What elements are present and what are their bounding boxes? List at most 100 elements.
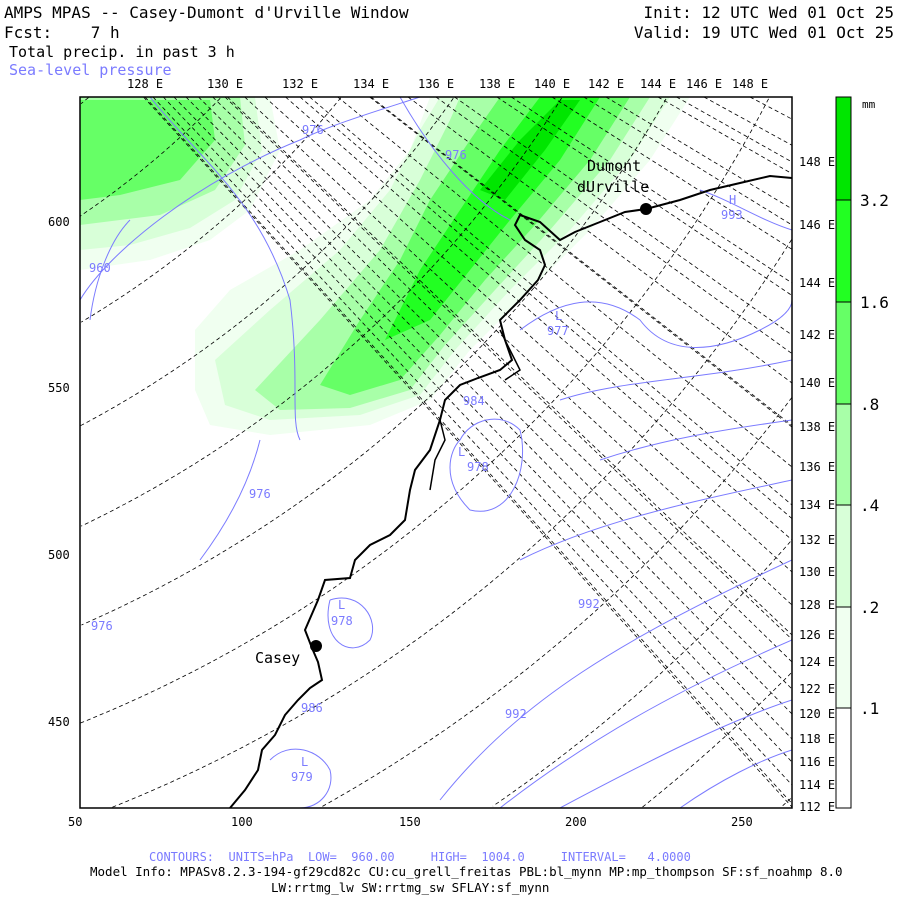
right-lon-label: 134 E (799, 498, 836, 512)
right-lon-label: 142 E (799, 328, 836, 342)
x-tick-label: 200 (565, 815, 587, 829)
coastline (229, 174, 792, 808)
y-tick-label: 550 (48, 381, 70, 395)
field-label-slp: Sea-level pressure (9, 61, 172, 79)
chart-title: AMPS MPAS -- Casey-Dumont d'Urville Wind… (4, 3, 409, 22)
meridian-line (285, 97, 792, 541)
right-lon-label: 128 E (799, 598, 836, 612)
right-lon-label: 124 E (799, 655, 836, 669)
low-marker: L (555, 309, 563, 323)
right-lon-label: 136 E (799, 460, 836, 474)
right-lon-label: 148 E (799, 155, 836, 169)
meridian-line (224, 97, 792, 640)
x-tick-label: 50 (68, 815, 83, 829)
latitude-circle (80, 97, 89, 105)
meridian-line (144, 97, 792, 804)
meridian-line (454, 97, 792, 336)
colorbar-label: .4 (860, 496, 880, 515)
top-lon-label: 138 E (479, 77, 516, 91)
latitude-circle (81, 98, 667, 626)
contour-label: 978 (331, 614, 353, 628)
meridian-line (496, 97, 792, 296)
latlon-grid (80, 97, 792, 808)
meridian-line (676, 97, 792, 163)
meridian-line (370, 97, 792, 426)
meridian-line (407, 97, 792, 384)
top-lon-label: 128 E (127, 77, 164, 91)
y-tick-label: 500 (48, 548, 70, 562)
meridian-line (299, 97, 792, 519)
meridian-line (227, 97, 792, 636)
contour-label: 984 (463, 394, 485, 408)
right-lon-label: 116 E (799, 755, 836, 769)
precip-shading (80, 97, 690, 435)
right-lon-label: 144 E (799, 276, 836, 290)
top-lon-label: 130 E (207, 77, 244, 91)
init-time: Init: 12 UTC Wed 01 Oct 25 (643, 3, 894, 22)
meridian-line (511, 97, 792, 284)
right-lon-label: 146 E (799, 218, 836, 232)
right-lon-label: 120 E (799, 707, 836, 721)
meridian-line (264, 97, 792, 573)
top-lon-label: 142 E (588, 77, 625, 91)
valid-time: Valid: 19 UTC Wed 01 Oct 25 (633, 23, 894, 42)
contour-label: 986 (301, 701, 323, 715)
contour-label: 976 (91, 619, 113, 633)
low-marker: L (458, 445, 466, 459)
meridian-line (309, 97, 792, 506)
x-tick-label: 150 (399, 815, 421, 829)
colorbar-label: 1.6 (860, 293, 889, 312)
dumont-station-marker (640, 203, 652, 215)
right-lon-label: 122 E (799, 682, 836, 696)
right-lon-label: 112 E (799, 800, 836, 814)
meridian-line (143, 97, 792, 808)
map-frame (79, 96, 793, 809)
latitude-circle (641, 672, 792, 808)
contour-label: 978 (467, 460, 489, 474)
meridian-line (212, 97, 792, 663)
meridian-line (369, 97, 792, 428)
low-marker: L (338, 598, 346, 612)
meridian-line (551, 97, 792, 250)
field-label-precip: Total precip. in past 3 h (9, 43, 235, 61)
meridian-line (152, 97, 792, 786)
y-tick-label: 450 (48, 715, 70, 729)
x-tick-label: 250 (731, 815, 753, 829)
top-lon-label: 148 E (732, 77, 769, 91)
colorbar (835, 96, 852, 809)
casey-station-marker (310, 640, 322, 652)
meridian-line (583, 97, 792, 226)
contour-label: 993 (721, 208, 743, 222)
meridian-line (749, 97, 792, 120)
colorbar-unit: mm (862, 98, 876, 111)
contour-label: 976 (445, 148, 467, 162)
contour-label: 992 (505, 707, 527, 721)
latitude-circle (320, 397, 792, 808)
colorbar-label: .8 (860, 395, 880, 414)
colorbar-label: .1 (860, 699, 880, 718)
latitude-circle (782, 798, 791, 806)
right-lon-label: 114 E (799, 778, 836, 792)
contour-label: 992 (578, 597, 600, 611)
meridian-line (163, 97, 792, 763)
meridian-line (173, 97, 792, 740)
place-label-dumont: Dumont (587, 157, 642, 175)
physics-info: LW:rrtmg_lw SW:rrtmg_sw SFLAY:sf_mynn (271, 880, 550, 895)
contour-label: 976 (249, 487, 271, 501)
top-lon-label: 146 E (686, 77, 723, 91)
slp-contours (80, 97, 792, 808)
meridian-line (657, 97, 792, 175)
top-lon-label: 132 E (282, 77, 319, 91)
meridian-line (244, 97, 792, 606)
low-marker: L (301, 755, 309, 769)
high-marker: H (729, 193, 737, 207)
contour-label: 977 (547, 324, 569, 338)
contour-label: 960 (89, 261, 111, 275)
colorbar-label: .2 (860, 598, 880, 617)
model-info: Model Info: MPASv8.2.3-194-gf29cd82c CU:… (90, 864, 843, 879)
latitude-circle (81, 97, 562, 527)
right-lon-label: 126 E (799, 628, 836, 642)
latitude-circle (80, 98, 221, 217)
meridian-line (703, 97, 792, 146)
